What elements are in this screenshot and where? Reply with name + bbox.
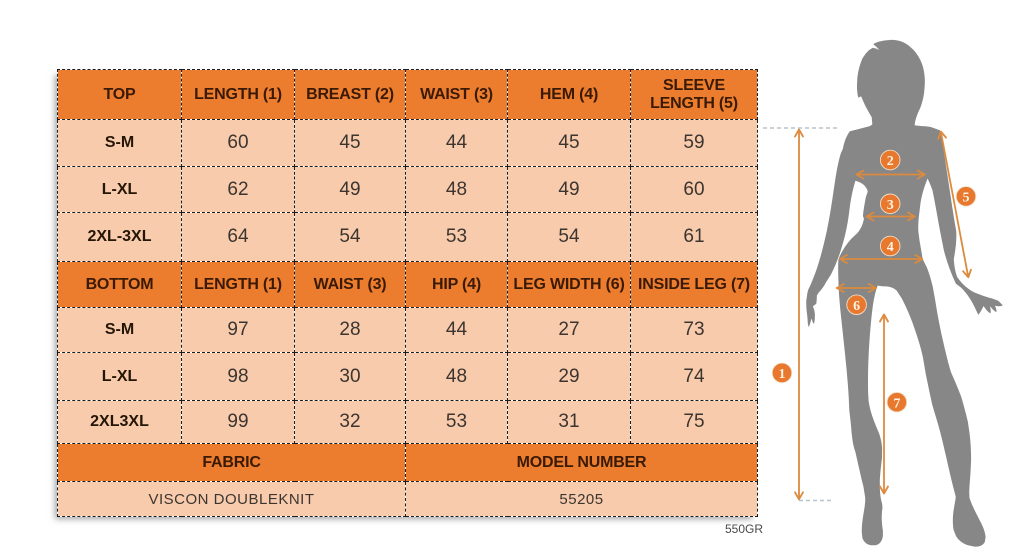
svg-text:3: 3 — [887, 198, 894, 213]
svg-text:5: 5 — [963, 191, 970, 206]
svg-text:7: 7 — [893, 396, 900, 411]
svg-text:1: 1 — [779, 367, 786, 382]
svg-text:6: 6 — [853, 299, 860, 314]
svg-text:2: 2 — [887, 154, 894, 169]
svg-text:4: 4 — [887, 240, 894, 255]
